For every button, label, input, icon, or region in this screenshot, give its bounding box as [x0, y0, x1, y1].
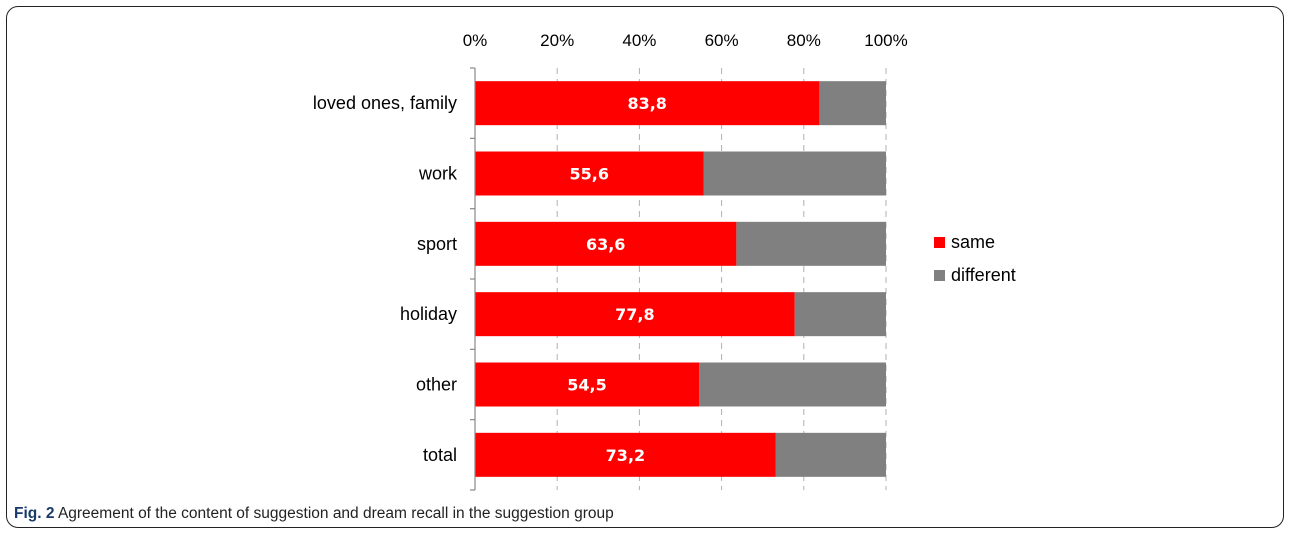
bar-different-4 — [698, 362, 886, 407]
bar-same-1 — [475, 151, 704, 196]
figure-caption: Fig. 2 Agreement of the content of sugge… — [14, 505, 614, 523]
x-tick-label-0: 0% — [463, 31, 488, 50]
label-layer: 0% 20% 40% 60% 80% 100% 83,8 loved ones, family… — [313, 31, 908, 465]
figure-caption-label: Fig. 2 — [14, 505, 55, 522]
category-label-3: holiday — [400, 304, 457, 324]
category-label-4: other — [416, 375, 457, 395]
axis-layer — [470, 67, 476, 491]
data-label-4: 54,5 — [567, 376, 606, 395]
category-label-1: work — [418, 164, 458, 184]
bar-same-0 — [475, 81, 820, 126]
category-label-0: loved ones, family — [313, 93, 457, 113]
data-label-3: 77,8 — [615, 305, 654, 324]
bar-same-4 — [475, 362, 699, 407]
x-tick-label-60: 60% — [705, 31, 739, 50]
figure-caption-text: Agreement of the content of suggestion a… — [57, 505, 614, 522]
bar-different-2 — [736, 221, 886, 266]
data-label-0: 83,8 — [627, 94, 666, 113]
bar-different-1 — [703, 151, 886, 196]
bar-layer — [475, 81, 886, 477]
bar-same-2 — [475, 221, 737, 266]
x-tick-label-80: 80% — [787, 31, 821, 50]
data-label-1: 55,6 — [570, 165, 609, 184]
x-tick-label-20: 20% — [540, 31, 574, 50]
category-label-2: sport — [417, 234, 457, 254]
legend-label-same: same — [951, 232, 995, 252]
x-tick-label-100: 100% — [864, 31, 907, 50]
data-label-2: 63,6 — [586, 235, 625, 254]
bar-same-3 — [475, 292, 795, 337]
bar-same-5 — [475, 432, 776, 477]
legend-label-different: different — [951, 265, 1016, 285]
x-tick-label-40: 40% — [622, 31, 656, 50]
bar-different-0 — [819, 81, 886, 126]
legend-swatch-different — [934, 270, 945, 281]
bar-different-3 — [794, 292, 886, 337]
data-label-5: 73,2 — [606, 446, 645, 465]
bar-different-5 — [775, 432, 886, 477]
legend-swatch-same — [934, 237, 945, 248]
category-label-5: total — [423, 445, 457, 465]
grid-layer — [556, 68, 887, 490]
legend: same different — [934, 232, 1016, 285]
